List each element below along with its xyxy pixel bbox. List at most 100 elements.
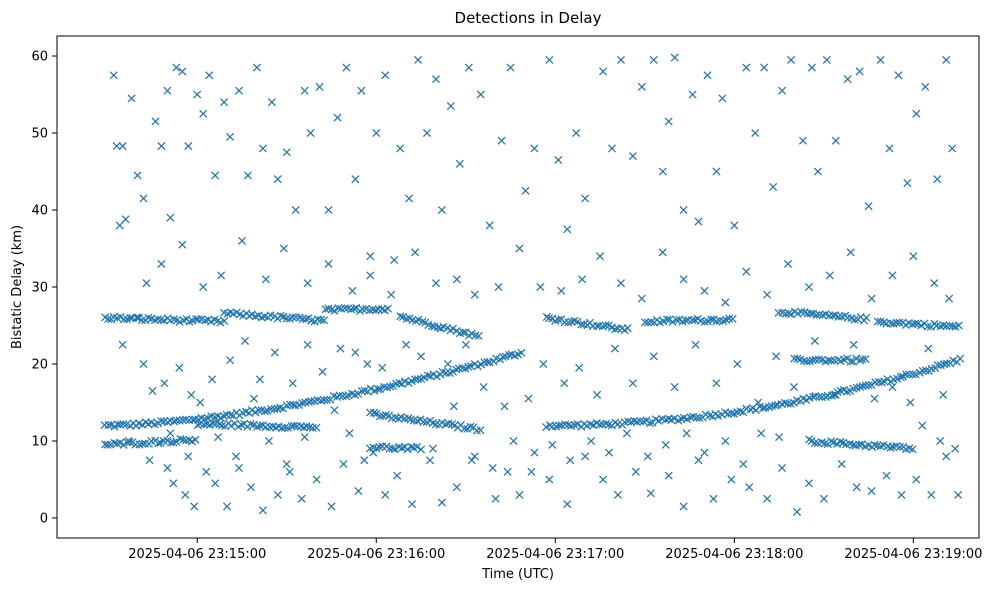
data-point [631, 467, 640, 476]
data-point [822, 55, 831, 64]
data-point [393, 471, 402, 480]
data-point [545, 55, 554, 64]
data-point [159, 436, 168, 445]
data-point [804, 479, 813, 488]
data-point [298, 398, 307, 408]
data-point [350, 390, 359, 399]
data-point [257, 313, 266, 322]
data-point [494, 282, 503, 292]
x-axis-ticks: 2025-04-06 23:15:00 2025-04-06 23:16:00 20… [128, 538, 982, 562]
data-point [809, 392, 818, 401]
data-point [322, 395, 332, 404]
data-point [351, 348, 360, 357]
data-point [217, 271, 226, 280]
data-point [679, 275, 688, 284]
data-point [127, 94, 136, 103]
data-point [849, 340, 858, 349]
data-point [360, 456, 369, 465]
data-point [774, 308, 783, 317]
data-point [598, 475, 608, 484]
data-point [658, 167, 667, 176]
y-tick-label: 50 [31, 127, 48, 142]
data-point [672, 315, 681, 324]
data-point [834, 312, 843, 321]
data-point [692, 413, 701, 422]
data-point [381, 410, 391, 419]
data-point [850, 315, 859, 324]
data-point [330, 406, 339, 415]
y-tick-label: 40 [31, 204, 48, 219]
data-point [137, 316, 146, 325]
data-point [810, 438, 819, 448]
data-point [646, 489, 655, 498]
data-point [261, 275, 270, 284]
data-point [187, 390, 196, 399]
data-point [728, 314, 737, 323]
data-point [282, 460, 291, 469]
data-point [936, 436, 945, 446]
data-point [321, 305, 330, 314]
data-point [402, 314, 411, 323]
data-point [303, 340, 312, 349]
data-point [416, 445, 426, 454]
data-point [876, 442, 885, 451]
data-point [441, 420, 451, 429]
data-point [118, 340, 127, 349]
data-point [870, 440, 879, 449]
data-point [573, 420, 582, 429]
data-point [112, 439, 122, 448]
data-point [500, 402, 509, 411]
data-point [267, 98, 276, 107]
data-point [191, 435, 200, 444]
data-point [327, 502, 336, 511]
data-point [172, 63, 181, 72]
x-tick-label: 2025-04-06 23:19:00 [844, 547, 982, 562]
data-point [506, 63, 515, 72]
data-point [348, 286, 357, 295]
data-point [694, 217, 703, 226]
data-point [864, 202, 873, 211]
data-point [324, 259, 333, 268]
data-point [485, 221, 494, 230]
data-point [279, 244, 288, 253]
data-point [503, 467, 512, 476]
data-point [312, 423, 321, 432]
data-point [679, 205, 688, 215]
data-point [763, 290, 772, 299]
data-point [208, 375, 217, 384]
data-point [104, 421, 113, 430]
data-point [420, 373, 429, 382]
data-point [909, 252, 918, 261]
data-point [902, 370, 911, 379]
data-point [452, 365, 461, 374]
data-point [715, 316, 724, 325]
data-point [288, 379, 297, 388]
data-point [395, 379, 404, 388]
data-point [769, 182, 778, 191]
x-tick-label: 2025-04-06 23:17:00 [486, 547, 624, 562]
data-point [342, 63, 351, 72]
data-point [431, 279, 440, 288]
data-point [604, 448, 614, 457]
data-point [488, 463, 497, 472]
data-point [670, 383, 679, 392]
data-point [783, 399, 792, 408]
data-point [252, 63, 261, 72]
data-point [324, 205, 333, 215]
data-point [178, 415, 187, 424]
data-point [320, 316, 329, 325]
data-point [560, 379, 569, 388]
data-point [116, 312, 125, 321]
data-point [358, 305, 367, 314]
data-point [413, 375, 422, 384]
data-point [172, 416, 181, 425]
data-point [897, 490, 906, 499]
data-point [911, 370, 920, 379]
data-point [700, 317, 709, 326]
data-point [939, 321, 948, 330]
data-point [733, 359, 742, 369]
data-point [570, 420, 579, 430]
data-point [536, 282, 545, 292]
data-point [184, 452, 193, 461]
data-point [121, 215, 130, 224]
